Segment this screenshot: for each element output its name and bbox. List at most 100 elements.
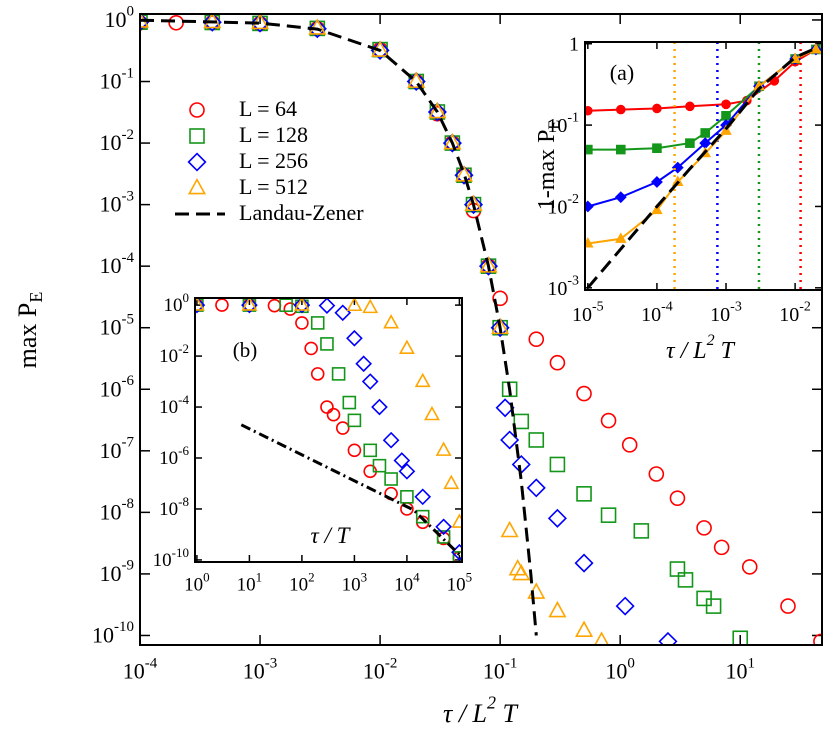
- x-tick-label-exponent: -3: [730, 300, 742, 315]
- y-tick-label: 10-4: [159, 392, 189, 418]
- inset-background: [585, 42, 822, 290]
- y-tick-label-exponent: -5: [122, 312, 135, 328]
- marker: [187, 152, 207, 172]
- annotation: (a): [610, 60, 634, 85]
- marker: [650, 176, 663, 188]
- y-tick-label: 10-10: [153, 545, 189, 571]
- y-axis-label: max PE: [13, 292, 46, 369]
- x-tick-label-base: 10: [342, 575, 361, 596]
- plot-frame: [139, 13, 823, 646]
- x-tick-label-exponent: -1: [505, 656, 518, 672]
- y-tick-label-base: 10: [100, 561, 122, 586]
- y-tick-label: 10-9: [100, 558, 135, 586]
- x-tick-label-exponent: 5: [466, 570, 473, 585]
- y-axis-label-part: E: [546, 120, 563, 130]
- x-axis-label: τ / L2 T: [443, 692, 519, 728]
- marker: [195, 298, 205, 311]
- marker: [189, 102, 205, 118]
- y-tick-label-base: 10: [164, 295, 183, 316]
- marker: [361, 373, 379, 390]
- marker: [451, 513, 462, 528]
- y-tick-label: 10-7: [100, 435, 135, 463]
- x-tick-label: 10-1: [483, 656, 518, 684]
- x-tick-label-exponent: -4: [661, 300, 673, 315]
- y-tick-label-exponent: -4: [122, 250, 135, 266]
- marker: [741, 559, 758, 575]
- y-tick-label: 10-1: [547, 111, 579, 137]
- x-axis-label-part: 2: [707, 332, 715, 349]
- y-tick-label-base: 10: [159, 448, 178, 469]
- marker: [326, 407, 341, 422]
- y-tick-label-base: 10: [100, 499, 122, 524]
- x-tick-label-exponent: 4: [413, 570, 420, 585]
- marker: [658, 631, 678, 645]
- y-tick-label-exponent: 0: [127, 4, 135, 20]
- x-tick-label: 101: [725, 656, 755, 684]
- y-tick-label-base: 10: [547, 277, 567, 299]
- legend-label: Landau-Zener: [239, 200, 364, 225]
- x-tick-label: 102: [289, 570, 315, 596]
- y-tick-label-base: 10: [105, 7, 127, 32]
- marker: [732, 630, 749, 645]
- y-tick-label-exponent: -10: [114, 620, 134, 636]
- x-tick-label-exponent: -4: [145, 656, 158, 672]
- x-tick-label: 100: [184, 570, 210, 596]
- x-tick-label-base: 10: [572, 304, 592, 326]
- marker: [189, 128, 205, 144]
- marker: [415, 509, 430, 524]
- marker: [614, 191, 627, 204]
- x-axis-label-part: 2: [487, 692, 496, 712]
- y-tick-label-base: 10: [159, 346, 178, 367]
- marker: [463, 195, 484, 215]
- marker: [547, 508, 567, 528]
- y-tick-label-exponent: 0: [183, 290, 190, 305]
- marker: [202, 14, 222, 32]
- marker: [293, 298, 310, 311]
- y-tick-label-base: 10: [100, 130, 122, 155]
- x-tick-label: 10-4: [123, 656, 158, 684]
- marker: [318, 298, 336, 315]
- marker: [241, 298, 258, 311]
- x-tick-label: 10-3: [710, 300, 742, 326]
- marker: [621, 437, 638, 453]
- x-tick-label-exponent: -2: [385, 656, 398, 672]
- x-tick-label-exponent: -5: [592, 300, 604, 315]
- series-line: [586, 46, 817, 289]
- y-tick-label-base: 10: [100, 69, 122, 94]
- x-axis-label: τ / T: [311, 523, 352, 548]
- y-axis-label-part: max P: [13, 303, 42, 369]
- marker: [371, 398, 388, 416]
- marker: [615, 232, 627, 243]
- marker: [452, 551, 462, 562]
- marker: [372, 458, 387, 473]
- marker: [513, 413, 530, 430]
- y-tick-label-exponent: -1: [567, 111, 579, 126]
- y-axis-label: 1-max PE: [534, 120, 563, 210]
- marker: [355, 355, 372, 373]
- marker: [478, 256, 499, 276]
- marker: [295, 316, 309, 330]
- marker: [454, 165, 474, 182]
- marker: [427, 102, 447, 122]
- x-tick-label: 10-2: [779, 300, 811, 326]
- marker: [393, 452, 411, 469]
- x-axis-label-part: τ / T: [311, 523, 352, 548]
- y-tick-label-exponent: -2: [178, 341, 189, 356]
- x-tick-label: 105: [447, 570, 473, 596]
- y-tick-label-exponent: -6: [122, 373, 135, 389]
- marker: [382, 431, 400, 449]
- marker: [526, 478, 546, 498]
- marker: [168, 14, 184, 31]
- y-tick-label: 10-3: [100, 189, 135, 217]
- x-tick-label-exponent: 0: [627, 656, 635, 672]
- x-tick-label-base: 10: [779, 304, 799, 326]
- marker: [615, 104, 626, 115]
- marker: [633, 523, 650, 539]
- y-tick-label-base: 10: [153, 550, 172, 571]
- marker: [574, 620, 594, 637]
- x-tick-label-exponent: 1: [747, 656, 755, 672]
- marker: [585, 105, 593, 116]
- x-tick-label-exponent: 2: [308, 570, 315, 585]
- marker: [347, 413, 362, 428]
